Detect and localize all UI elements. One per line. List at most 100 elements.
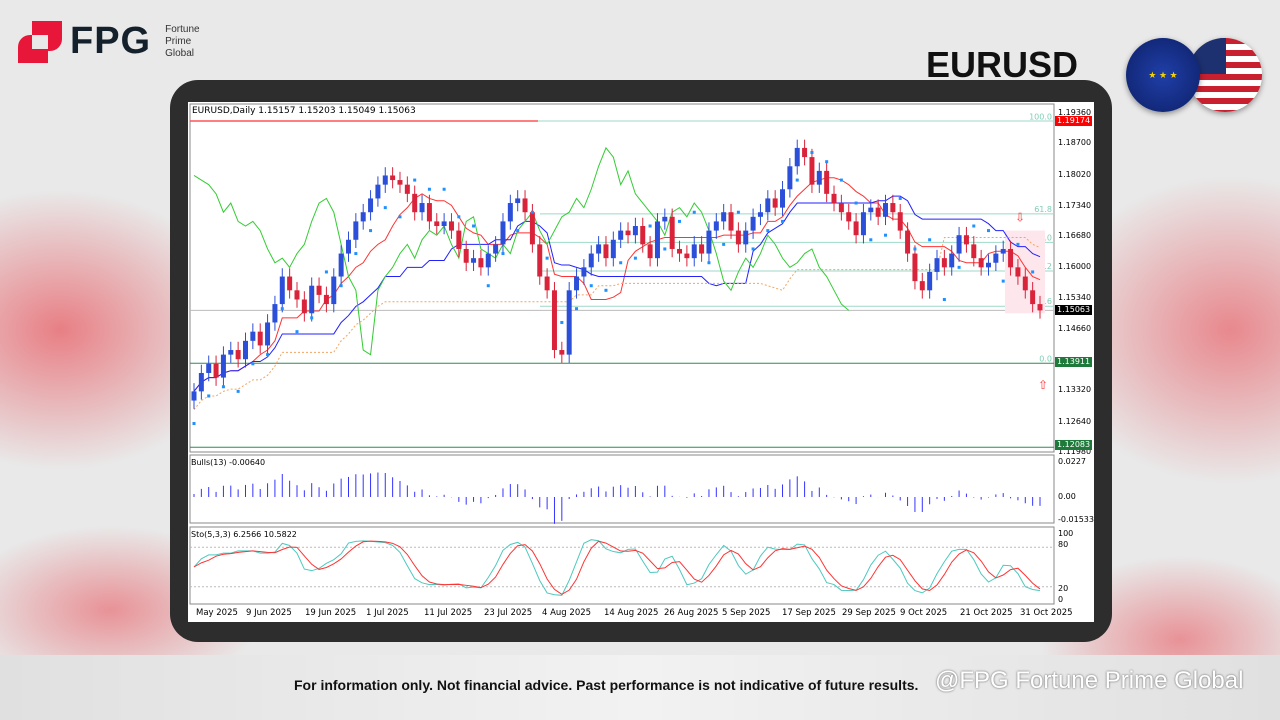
bearish-candle	[897, 212, 903, 231]
price-axis-label: 1.14660	[1058, 323, 1092, 333]
bearish-candle	[544, 276, 550, 291]
footer-bar	[0, 655, 1280, 720]
date-axis-label: 29 Sep 2025	[842, 608, 896, 618]
sto-label: Sto(5,3,3) 6.2566 10.5822	[191, 530, 297, 539]
bullish-candle	[441, 221, 447, 226]
symbol-title: EURUSD	[926, 44, 1079, 85]
bearish-candle	[978, 258, 984, 268]
fpg-logo-mark-icon	[18, 20, 62, 63]
fib-level-label: 100.0	[1029, 113, 1052, 122]
parabolic-sar-dot	[545, 256, 549, 260]
bulls-axis-label: 0.00	[1058, 492, 1076, 501]
bearish-candle	[603, 244, 609, 259]
date-axis-label: 26 Aug 2025	[664, 608, 719, 618]
bearish-candle	[434, 221, 440, 226]
parabolic-sar-dot	[575, 307, 579, 311]
date-axis-label: 21 Oct 2025	[960, 608, 1013, 618]
main-pane-frame	[189, 103, 1055, 453]
parabolic-sar-dot	[692, 210, 696, 214]
bearish-candle	[426, 203, 432, 222]
bullish-candle	[713, 221, 719, 231]
bullish-candle	[743, 230, 749, 245]
parabolic-sar-dot	[604, 288, 608, 292]
bearish-candle	[647, 244, 653, 259]
bullish-candle	[618, 230, 624, 240]
bulls-axis-label: 0.0227	[1058, 457, 1086, 466]
bullish-candle	[220, 354, 226, 378]
bearish-candle	[1008, 248, 1014, 268]
parabolic-sar-dot	[972, 224, 976, 228]
parabolic-sar-dot	[633, 256, 637, 260]
fib-level-label: 0.0	[1039, 354, 1052, 363]
buy-arrow-icon: ⇧	[1038, 378, 1048, 392]
bearish-candle	[824, 170, 830, 194]
bearish-candle	[301, 299, 307, 314]
bullish-candle	[765, 198, 771, 213]
brand-sub-3: Global	[165, 47, 195, 59]
parabolic-sar-dot	[398, 215, 402, 219]
bearish-candle	[529, 212, 535, 245]
parabolic-sar-dot	[825, 160, 829, 164]
bullish-candle	[309, 285, 315, 314]
bullish-candle	[706, 230, 712, 254]
parabolic-sar-dot	[530, 210, 534, 214]
brand-sub-2: Prime	[165, 35, 192, 47]
bearish-candle	[1015, 267, 1021, 277]
parabolic-sar-dot	[427, 187, 431, 191]
bullish-candle	[750, 216, 756, 231]
bullish-candle	[272, 304, 278, 323]
parabolic-sar-dot	[192, 422, 196, 426]
brand-subtitle: Fortune Prime Global	[165, 24, 199, 60]
bearish-candle	[537, 244, 543, 277]
parabolic-sar-dot	[854, 201, 858, 205]
bearish-candle	[463, 248, 469, 263]
bullish-candle	[934, 258, 940, 272]
bearish-candle	[456, 230, 462, 249]
price-axis-label: 1.15340	[1058, 292, 1092, 302]
bullish-candle	[485, 253, 491, 268]
parabolic-sar-dot	[295, 330, 299, 334]
bullish-candle	[596, 244, 602, 254]
chart-screen	[188, 102, 1094, 622]
bullish-candle	[883, 203, 889, 217]
bearish-candle	[640, 226, 646, 245]
bullish-candle	[1000, 248, 1006, 254]
support2-price-badge: 1.12083	[1055, 440, 1093, 450]
current-price-badge: 1.15063	[1055, 305, 1093, 315]
kijun-line	[193, 195, 1041, 392]
bullish-candle	[566, 290, 572, 355]
bearish-candle	[390, 175, 396, 181]
parabolic-sar-dot	[619, 261, 623, 265]
bearish-candle	[919, 281, 925, 291]
disclaimer: For information only. Not financial advi…	[294, 677, 919, 693]
bearish-candle	[875, 207, 881, 217]
parabolic-sar-dot	[472, 224, 476, 228]
parabolic-sar-dot	[663, 247, 667, 251]
date-axis-label: 4 Aug 2025	[542, 608, 592, 618]
bearish-candle	[941, 258, 947, 268]
price-axis-label: 1.12640	[1058, 416, 1092, 426]
parabolic-sar-dot	[987, 229, 991, 233]
bullish-candle	[500, 221, 506, 245]
parabolic-sar-dot	[736, 210, 740, 214]
parabolic-sar-dot	[266, 353, 270, 357]
date-axis-label: 1 Jul 2025	[366, 608, 409, 618]
price-axis-label: 1.11980	[1058, 447, 1092, 456]
eu-flag-icon: ★ ★ ★	[1126, 38, 1200, 112]
parabolic-sar-dot	[766, 229, 770, 233]
bearish-candle	[412, 193, 418, 213]
bullish-candle	[242, 340, 248, 360]
parabolic-sar-dot	[1001, 279, 1005, 283]
bulls-axis-label: -0.01533	[1058, 515, 1094, 524]
brand-name: FPG	[70, 20, 152, 62]
parabolic-sar-dot	[1031, 270, 1035, 274]
parabolic-sar-dot	[648, 224, 652, 228]
date-axis-label: 14 Aug 2025	[604, 608, 659, 618]
parabolic-sar-dot	[324, 270, 328, 274]
parabolic-sar-dot	[310, 316, 314, 320]
bearish-candle	[728, 212, 734, 231]
parabolic-sar-dot	[751, 247, 755, 251]
bearish-candle	[802, 147, 808, 158]
bearish-candle	[971, 244, 977, 259]
